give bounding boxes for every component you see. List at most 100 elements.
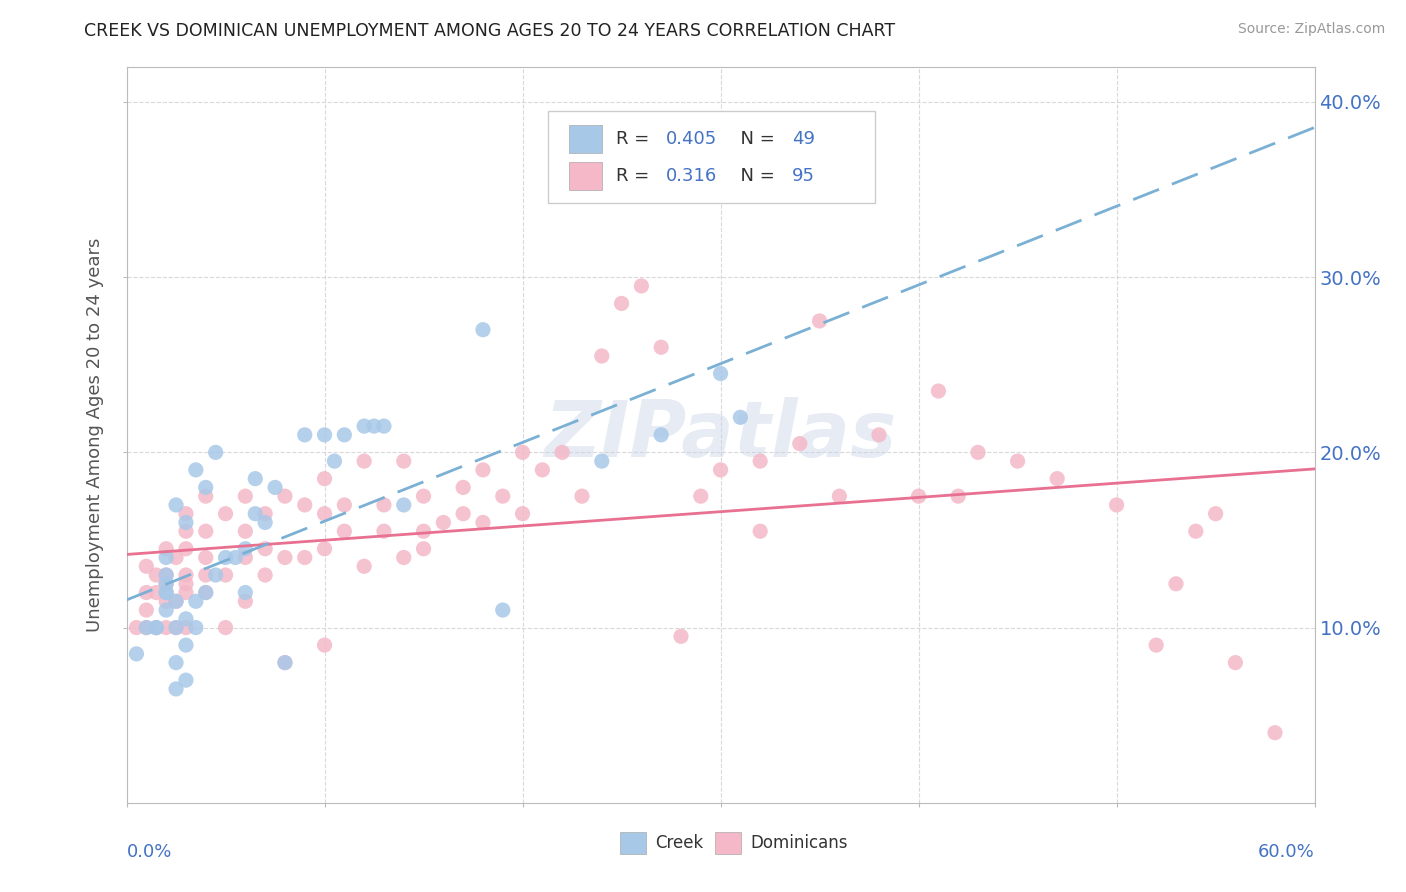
Point [710, 463, 733, 477]
Point [165, 656, 187, 670]
Point [669, 629, 692, 643]
Point [135, 621, 157, 635]
Point [184, 594, 207, 608]
Point [233, 594, 257, 608]
Point [472, 463, 495, 477]
Point [214, 550, 236, 565]
Point [294, 550, 316, 565]
Point [650, 340, 672, 354]
Point [412, 541, 434, 556]
Point [184, 463, 207, 477]
Point [233, 585, 257, 599]
Point [233, 489, 257, 503]
Text: Dominicans: Dominicans [751, 834, 848, 852]
Point [373, 498, 395, 512]
Point [155, 550, 177, 565]
Text: 0.316: 0.316 [666, 167, 717, 185]
Point [145, 621, 167, 635]
Point [333, 498, 356, 512]
Point [749, 524, 772, 539]
Point [264, 480, 287, 494]
Point [492, 603, 515, 617]
Text: R =: R = [616, 130, 655, 148]
Text: R =: R = [616, 167, 661, 185]
Point [689, 489, 711, 503]
Point [145, 568, 167, 582]
Point [610, 296, 633, 310]
Point [1264, 725, 1286, 739]
Point [432, 516, 454, 530]
Point [274, 489, 297, 503]
Point [274, 656, 297, 670]
Point [155, 621, 177, 635]
Point [204, 568, 226, 582]
Text: 49: 49 [792, 130, 815, 148]
Point [194, 585, 217, 599]
Point [392, 550, 415, 565]
Point [155, 576, 177, 591]
Point [412, 489, 434, 503]
Point [184, 621, 207, 635]
Point [165, 550, 187, 565]
Point [155, 568, 177, 582]
Point [174, 673, 197, 687]
Point [1105, 498, 1128, 512]
Point [174, 576, 197, 591]
Point [630, 279, 652, 293]
Point [512, 507, 534, 521]
Point [650, 427, 672, 442]
Point [492, 489, 515, 503]
Point [591, 454, 613, 468]
Point [155, 603, 177, 617]
Point [1185, 524, 1208, 539]
Point [165, 594, 187, 608]
Point [1225, 656, 1247, 670]
Point [314, 472, 336, 486]
Point [314, 638, 336, 652]
Point [373, 524, 395, 539]
Point [194, 550, 217, 565]
Point [373, 419, 395, 434]
Point [294, 427, 316, 442]
Text: N =: N = [728, 167, 780, 185]
Point [730, 410, 752, 425]
FancyBboxPatch shape [620, 832, 645, 855]
FancyBboxPatch shape [568, 125, 602, 153]
Point [353, 559, 375, 574]
Point [174, 621, 197, 635]
Point [274, 550, 297, 565]
Point [145, 621, 167, 635]
Text: 0.0%: 0.0% [127, 843, 172, 862]
Point [224, 550, 246, 565]
Point [233, 524, 257, 539]
Text: 0.405: 0.405 [666, 130, 717, 148]
Point [165, 594, 187, 608]
Point [314, 507, 336, 521]
Point [749, 454, 772, 468]
Point [333, 524, 356, 539]
Point [353, 454, 375, 468]
Point [392, 498, 415, 512]
Point [1205, 507, 1227, 521]
Point [412, 524, 434, 539]
Point [333, 427, 356, 442]
Point [551, 445, 574, 459]
FancyBboxPatch shape [714, 832, 741, 855]
Point [927, 384, 949, 398]
Point [245, 507, 267, 521]
Point [1164, 576, 1187, 591]
Point [353, 419, 375, 434]
Point [314, 541, 336, 556]
Point [512, 445, 534, 459]
Point [967, 445, 990, 459]
Point [155, 568, 177, 582]
FancyBboxPatch shape [548, 111, 875, 203]
Point [145, 621, 167, 635]
Point [254, 541, 277, 556]
Point [174, 585, 197, 599]
Point [254, 516, 277, 530]
Point [233, 550, 257, 565]
Point [363, 419, 385, 434]
FancyBboxPatch shape [568, 161, 602, 190]
Point [323, 454, 346, 468]
